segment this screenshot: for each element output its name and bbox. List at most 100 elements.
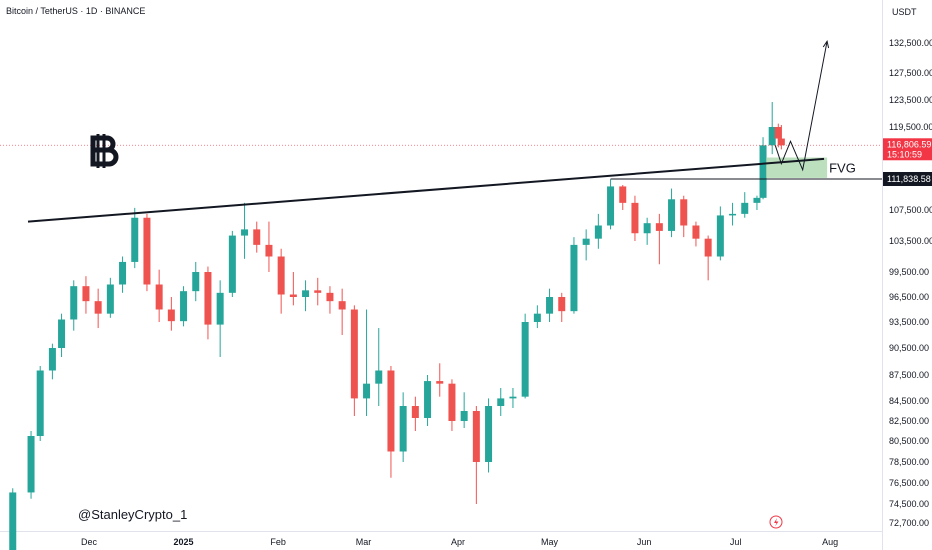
candle [131, 207, 139, 269]
time-tick-label: Jun [637, 537, 652, 547]
candle-body [167, 309, 175, 322]
time-tick-label: Feb [270, 537, 286, 547]
candle [192, 261, 200, 302]
candle [58, 313, 66, 357]
price-axis[interactable]: 132,500.00 127,500.00 123,500.00 119,500.00… [883, 38, 932, 528]
candle-body [570, 244, 578, 312]
candle-body [485, 406, 493, 462]
candle-body [180, 291, 188, 322]
candle-body [692, 225, 700, 239]
candle-body [192, 272, 200, 292]
candle-body [228, 235, 236, 293]
candle [777, 124, 785, 150]
price-tick-label: 127,500.00 [889, 68, 932, 78]
candle [411, 396, 419, 431]
candle [27, 431, 35, 499]
watermark-text: @StanleyCrypto_1 [78, 507, 187, 522]
candle-body [741, 202, 749, 214]
candle [607, 179, 615, 230]
candle-body [399, 406, 407, 452]
candle-body [326, 292, 334, 302]
candle [94, 288, 102, 329]
candle-body [607, 186, 615, 226]
candle-body [253, 229, 261, 245]
candle-body [643, 223, 651, 234]
price-tick-label: 74,500.00 [889, 499, 929, 509]
trendline[interactable] [27, 157, 825, 223]
candle [363, 309, 371, 416]
level-price-tag[interactable]: 111,838.58 [883, 172, 932, 186]
time-tick-label: Mar [356, 537, 372, 547]
candle-body [768, 127, 776, 146]
level-price-value: 111,838.58 [887, 174, 931, 184]
candle-body [375, 370, 383, 384]
candle [106, 277, 114, 318]
candle [521, 313, 529, 399]
candle [485, 398, 493, 473]
candle-body [759, 145, 767, 198]
candle-body [387, 370, 395, 452]
candle-body [9, 492, 17, 550]
time-axis[interactable]: Dec 2025 Feb Mar Apr May Jun Jul Aug [81, 537, 838, 547]
price-tick-label: 82,500.00 [889, 416, 929, 426]
candle [460, 392, 468, 428]
candle [180, 286, 188, 327]
candle-body [655, 223, 663, 231]
candle [509, 388, 517, 408]
candle-body [277, 256, 285, 295]
bitcoin-logo-icon [90, 134, 119, 168]
candle-body [338, 301, 346, 310]
candle [668, 188, 676, 238]
candle-body [509, 396, 517, 399]
candle-body [289, 294, 297, 297]
candle-body [582, 238, 590, 245]
candle [472, 406, 480, 504]
candles-layer [9, 102, 785, 550]
candle [582, 229, 590, 261]
price-tick-label: 96,500.00 [889, 292, 929, 302]
candle [228, 230, 236, 297]
price-tick-label: 84,500.00 [889, 396, 929, 406]
candle [265, 221, 273, 272]
candle [753, 195, 761, 210]
candle [436, 363, 444, 397]
candle-body [27, 436, 35, 493]
candle-body [411, 406, 419, 418]
time-tick-label: Apr [451, 537, 465, 547]
candle [741, 192, 749, 218]
candle [631, 195, 639, 241]
candle [289, 272, 297, 306]
current-price-value: 116,806.59 [887, 139, 931, 149]
candle-body [314, 290, 322, 293]
candle [9, 488, 17, 550]
candle-body [424, 381, 432, 418]
candle [338, 288, 346, 335]
candle [326, 286, 334, 314]
candle [48, 343, 56, 380]
candle-body [350, 309, 358, 399]
price-tick-label: 107,500.00 [889, 205, 932, 215]
candle [424, 375, 432, 426]
candle-body [521, 322, 529, 397]
candle-body [155, 284, 163, 310]
time-tick-label: 2025 [174, 537, 194, 547]
candle-body [594, 225, 602, 239]
candle [759, 137, 767, 200]
candle [277, 248, 285, 314]
candle-body [302, 290, 310, 297]
candle-body [716, 215, 724, 257]
candle-body [680, 199, 688, 226]
lightning-icon[interactable] [769, 515, 783, 529]
candle [119, 256, 127, 293]
candle-body [36, 370, 44, 436]
time-tick-label: Aug [822, 537, 838, 547]
projection-path[interactable] [774, 41, 828, 172]
candle [546, 288, 554, 322]
candle-body [668, 199, 676, 231]
candle [204, 266, 212, 340]
candle-body [94, 301, 102, 314]
currency-label[interactable]: USDT [892, 7, 917, 17]
